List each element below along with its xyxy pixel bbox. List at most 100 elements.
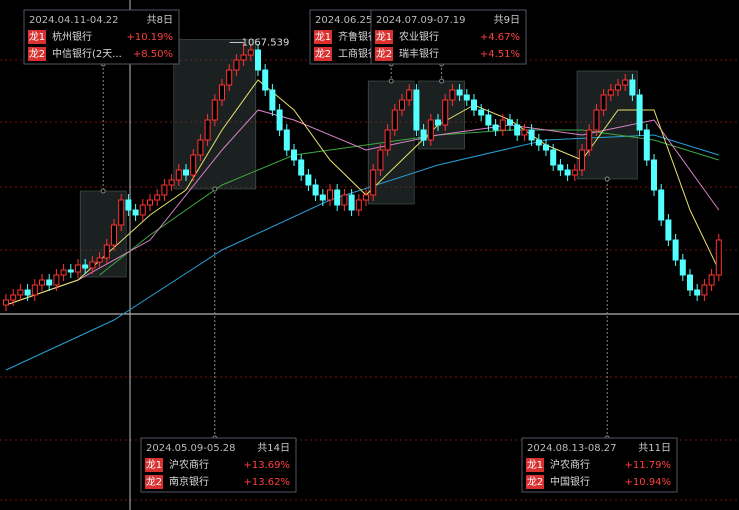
candle-body xyxy=(255,49,261,71)
candle xyxy=(651,154,657,196)
candle xyxy=(298,154,305,181)
candle xyxy=(161,179,168,201)
period: 2024.04.11-04.22 xyxy=(29,15,119,26)
change: +8.50% xyxy=(133,49,173,60)
candle xyxy=(240,42,247,66)
candle-body xyxy=(327,189,333,201)
candle-body xyxy=(478,109,485,116)
candle xyxy=(420,124,427,146)
candle xyxy=(262,64,269,96)
candle xyxy=(514,119,521,141)
connector-dot xyxy=(388,78,394,84)
candle xyxy=(658,184,665,226)
candle-body xyxy=(435,119,441,126)
candle-body xyxy=(190,154,197,176)
candle xyxy=(550,144,557,171)
candle-body xyxy=(10,294,17,301)
candle xyxy=(399,94,405,116)
tag-bg xyxy=(28,47,46,61)
candle xyxy=(175,164,182,186)
candle xyxy=(694,284,701,301)
tag-bg xyxy=(145,475,163,489)
candle-body xyxy=(391,109,398,131)
candle-body xyxy=(413,89,420,131)
candle-body xyxy=(312,184,319,196)
candle xyxy=(391,104,398,136)
candle-body xyxy=(147,199,153,206)
candle xyxy=(593,104,600,136)
candle xyxy=(118,194,125,231)
candle-body xyxy=(607,89,614,96)
candle-body xyxy=(420,129,427,141)
candle xyxy=(622,74,629,91)
candle xyxy=(701,279,708,301)
candle xyxy=(312,179,319,201)
tag-bg xyxy=(375,30,393,44)
candle xyxy=(204,114,211,146)
stock-name: 杭州银行 xyxy=(52,30,92,43)
peak-label: 1067.539 xyxy=(242,37,290,48)
candle-body xyxy=(319,194,326,201)
candle xyxy=(305,169,312,191)
candle-body xyxy=(514,124,521,136)
candle-body xyxy=(535,139,542,146)
candle xyxy=(247,44,254,61)
candle xyxy=(31,279,38,301)
candle-body xyxy=(643,129,650,161)
change: +10.94% xyxy=(624,477,671,488)
candle xyxy=(233,54,240,76)
candle-body xyxy=(211,99,218,121)
candle xyxy=(219,79,225,106)
candle xyxy=(283,124,290,156)
candle xyxy=(370,164,377,201)
candle xyxy=(665,214,672,246)
candle xyxy=(334,184,341,211)
stock-name: 齐鲁银行 xyxy=(338,30,378,43)
candle-body xyxy=(348,194,355,211)
candle-body xyxy=(384,129,391,151)
candle xyxy=(125,194,132,216)
tag: 龙1 xyxy=(376,30,392,43)
candle-body xyxy=(571,169,578,176)
candle-body xyxy=(262,69,269,91)
candle xyxy=(499,114,506,136)
candle xyxy=(348,189,355,216)
candle xyxy=(96,252,103,268)
candle xyxy=(492,119,499,136)
candle-body xyxy=(240,54,247,61)
candle-body xyxy=(449,89,456,101)
candle-body xyxy=(276,109,283,131)
candle-body xyxy=(427,119,434,141)
box-bg xyxy=(140,437,297,493)
candle-body xyxy=(269,89,276,111)
tag: 龙1 xyxy=(527,458,543,471)
candle-body xyxy=(564,169,571,176)
candle-body xyxy=(183,169,189,176)
candle-body xyxy=(485,114,492,126)
days: 共11日 xyxy=(638,442,671,454)
candle xyxy=(456,84,463,101)
candle xyxy=(708,269,715,291)
tag: 龙1 xyxy=(315,30,331,43)
candle xyxy=(10,289,17,306)
change: +4.51% xyxy=(480,49,520,60)
candle xyxy=(46,274,53,291)
candle-body xyxy=(586,129,593,151)
candle xyxy=(269,84,276,116)
candle-body xyxy=(672,239,679,261)
candle xyxy=(679,254,686,281)
candle-body xyxy=(708,274,715,286)
tag-bg xyxy=(526,458,544,472)
candle-body xyxy=(139,204,146,216)
candle-body xyxy=(615,84,621,91)
ma-line xyxy=(99,129,719,276)
stock-name: 工商银行 xyxy=(338,47,378,60)
candle xyxy=(600,89,607,116)
candle-body xyxy=(247,49,254,56)
candle-body xyxy=(53,274,60,286)
candle-body xyxy=(363,194,369,201)
change: +13.62% xyxy=(243,477,290,488)
candle-body xyxy=(125,199,132,211)
